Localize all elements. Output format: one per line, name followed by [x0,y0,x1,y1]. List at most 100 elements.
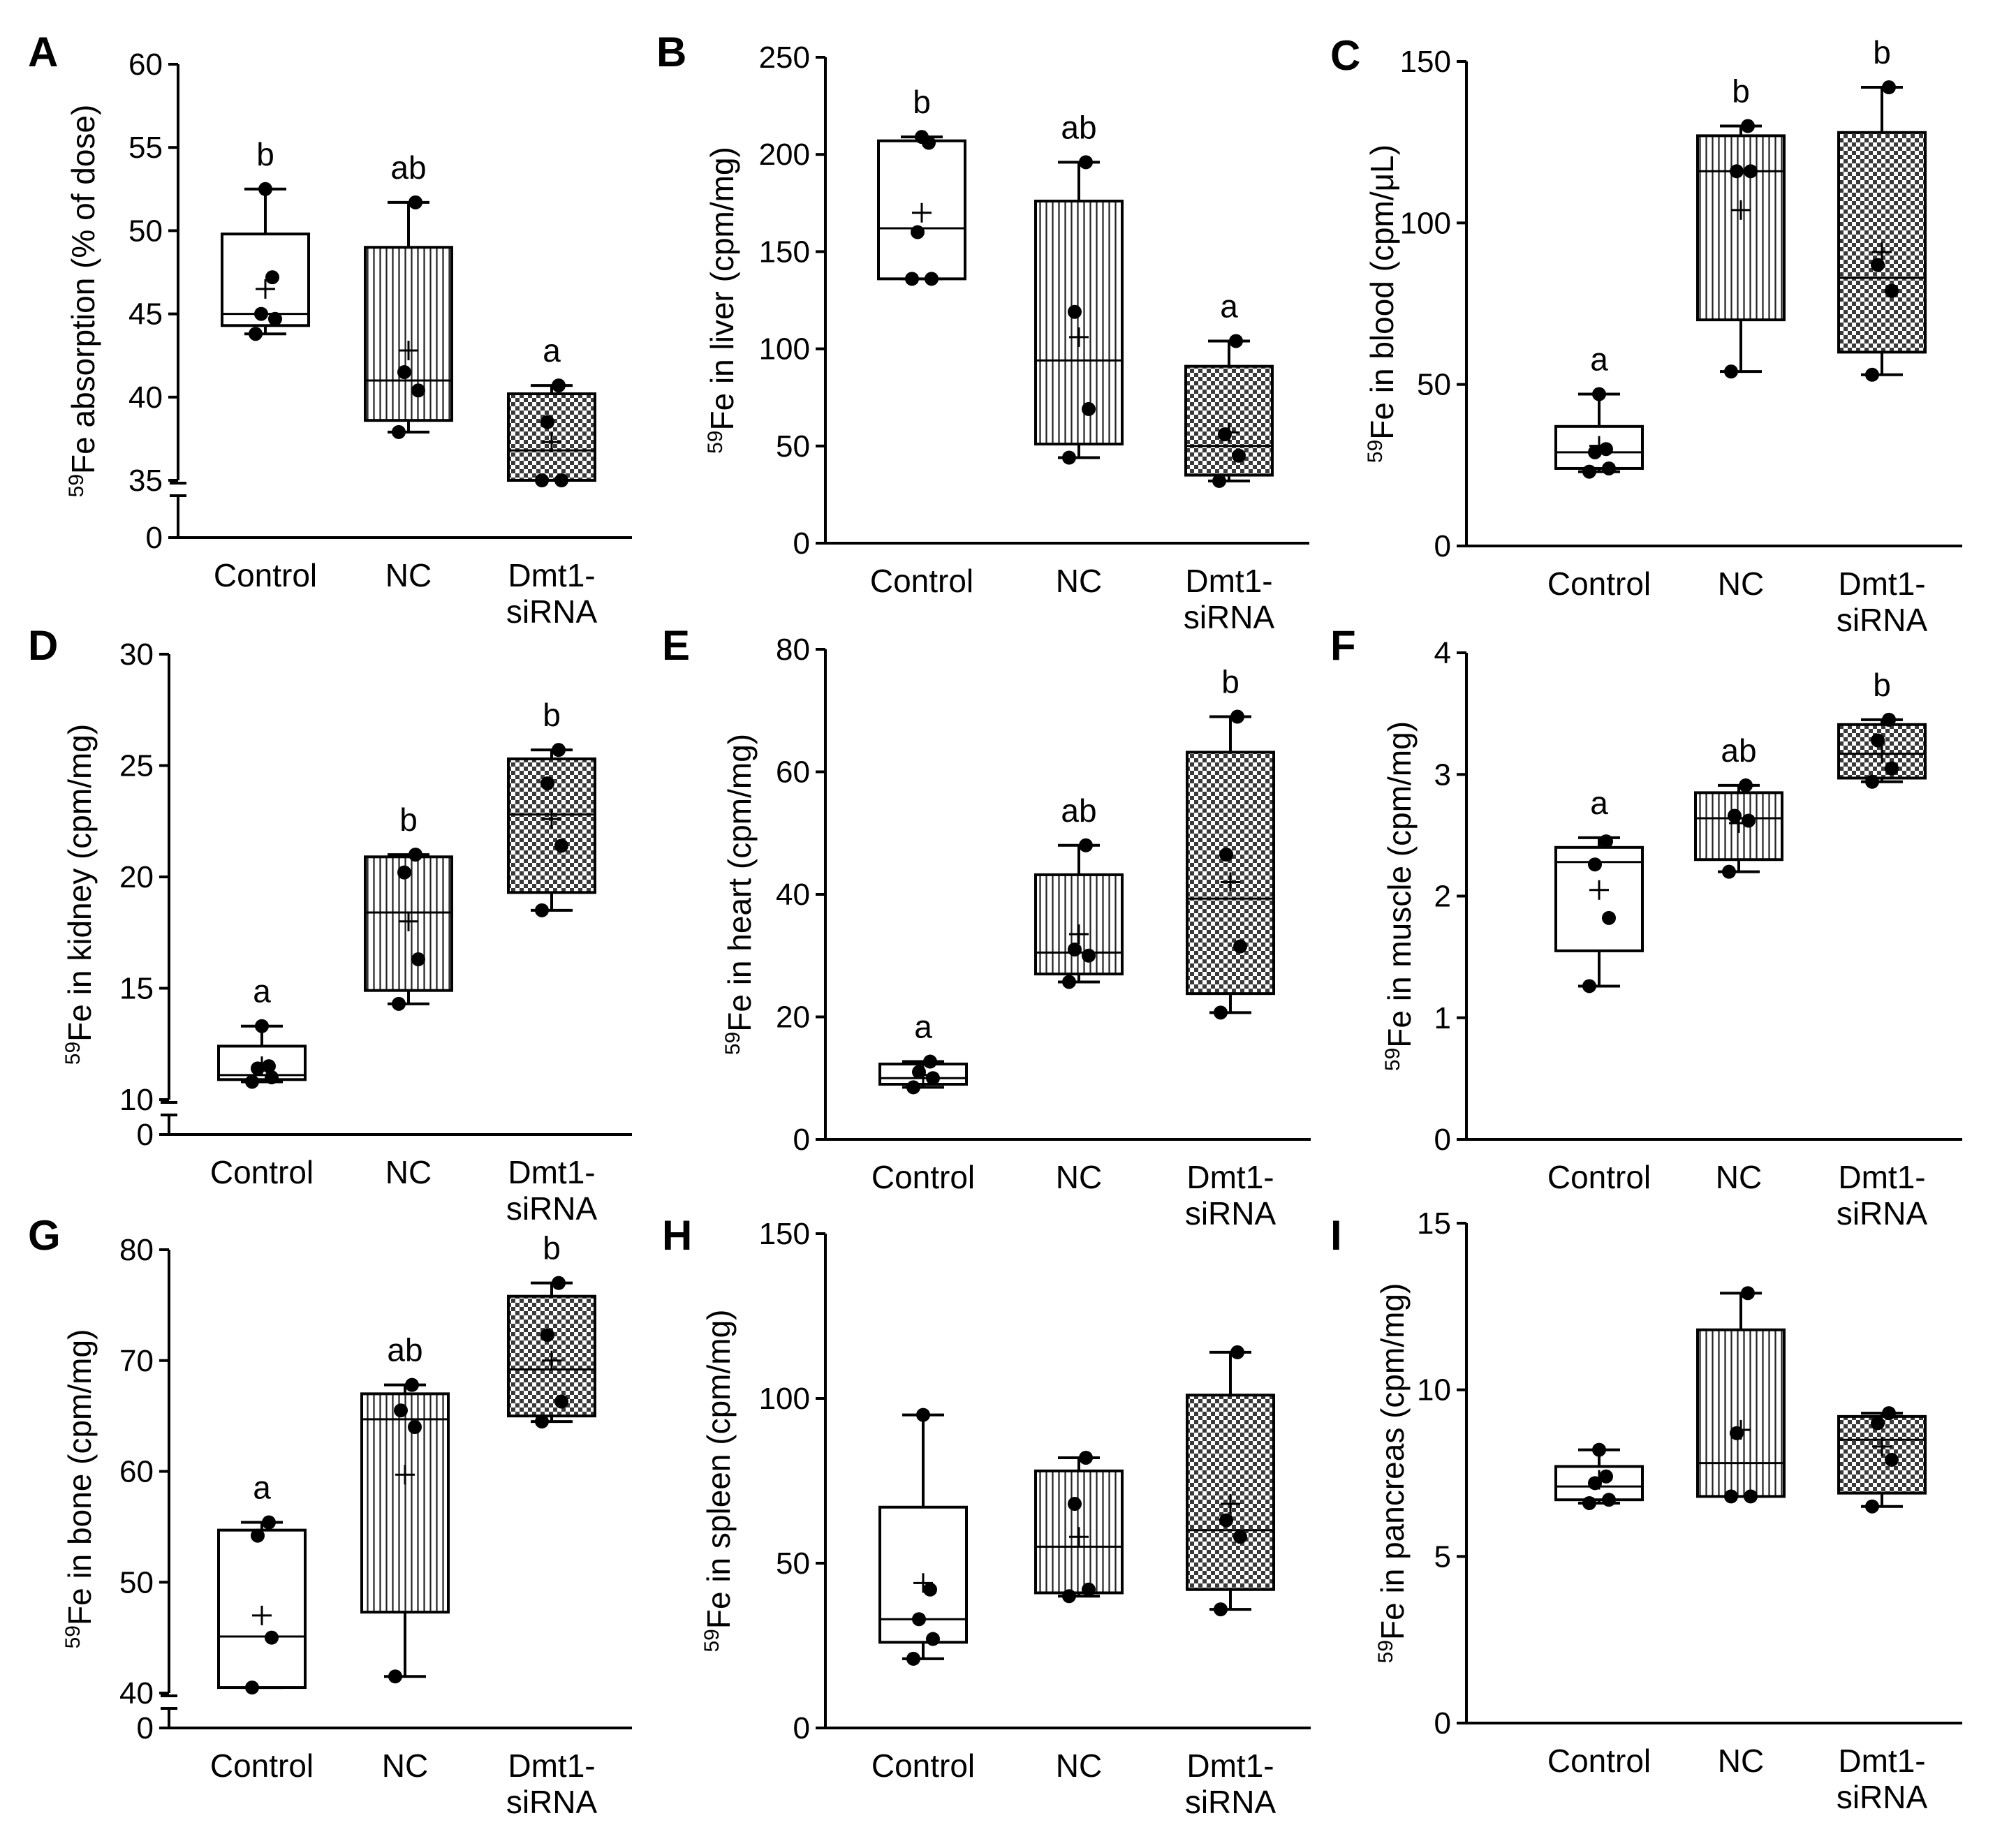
box-iqr [1696,134,1786,322]
data-point [1062,450,1076,465]
panel-letter: H [662,1212,692,1259]
x-category-label-line2: siRNA [1185,1195,1276,1232]
significance-letter: a [253,973,271,1010]
data-point [258,182,272,196]
data-point [394,1403,408,1418]
x-category-label-line2: siRNA [506,593,598,630]
data-point [1882,1406,1896,1421]
significance-letter: b [543,1230,561,1266]
box-group-control: b [877,84,966,286]
panel-f: F 4 3 2 1 0 59Fe in muscle (cpm/mg) Control NC Dm… [1330,622,1962,1232]
y-tick-label: 10 [1417,1373,1451,1407]
y-axis-label: 59Fe in spleen (cpm/mg) [700,1310,737,1653]
data-point [1062,975,1076,989]
y-axis-label-isotope: 59 [61,1625,84,1648]
x-category-label-line2: siRNA [1185,1784,1276,1820]
data-point [1582,1495,1596,1510]
data-point [905,272,919,286]
box-group-dmt1-sirna [1186,1345,1275,1617]
significance-letter: ab [387,1332,422,1368]
x-category-label: Control [1547,566,1651,602]
data-point [1219,847,1233,862]
y-axis-label: 59Fe in muscle (cpm/mg) [1381,721,1418,1071]
y-tick-label: 40 [128,380,163,415]
data-point [554,473,568,487]
x-category-label: Dmt1- [508,557,595,593]
x-category-label: NC [385,1154,432,1190]
data-point [408,1420,422,1434]
data-point [251,1528,265,1543]
y-axis-label: 59Fe in kidney (cpm/mg) [61,724,98,1065]
x-category-label: Control [870,563,973,599]
panel-e: E 80 60 40 20 0 59Fe in heart (cpm/mg) Control N… [662,622,1311,1232]
y-tick-label: 50 [1417,368,1451,402]
data-point [1082,401,1096,416]
box-group-nc: ab [1034,792,1124,989]
data-point [1233,1530,1247,1544]
data-point [554,1394,568,1409]
y-tick-label: 0 [146,521,163,555]
box-iqr [1034,873,1124,976]
x-category-label: NC [385,557,432,593]
data-point [1082,948,1096,963]
y-tick-label: 100 [1400,206,1451,240]
y-axis-label-isotope: 59 [721,1032,744,1055]
significance-letter: b [399,801,418,838]
data-point [255,1019,269,1033]
panel-letter: A [28,29,58,75]
data-point [1741,1286,1755,1301]
box-group-dmt1-sirna: a [507,332,596,487]
y-tick-label: 150 [759,1217,810,1251]
y-axis-label-text: Fe in pancreas (cpm/mg) [1374,1283,1411,1640]
data-point [1722,864,1736,879]
box-group-dmt1-sirna: b [1837,667,1927,789]
y-tick-label: 15 [1417,1206,1451,1241]
x-category-label: NC [1716,1159,1762,1195]
data-point [1865,1499,1879,1514]
x-category-label: Dmt1- [508,1748,595,1784]
data-point [911,225,925,239]
box-iqr [360,1392,450,1614]
data-point [1068,1497,1082,1512]
y-axis-label: 59Fe in liver (cpm/mg) [704,147,741,454]
y-tick-label: 20 [119,860,154,894]
y-tick-label: 55 [128,131,163,165]
significance-letter: a [1590,341,1608,378]
x-category-label: Control [871,1748,975,1784]
x-category-label: Control [210,1748,314,1784]
box-group-dmt1-sirna: b [1186,664,1275,1020]
y-axis-label-text: Fe in heart (cpm/mg) [721,734,758,1032]
data-point [409,195,422,209]
significance-letter: b [1873,667,1891,703]
significance-letter: a [543,332,561,369]
data-point [926,1071,940,1086]
box-iqr [1034,200,1124,446]
box-group-nc: ab [360,1332,450,1684]
data-point [1885,283,1899,298]
data-point [1229,334,1243,348]
y-axis-label-text: Fe in bone (cpm/mg) [61,1329,98,1625]
y-axis-label-text: Fe in kidney (cpm/mg) [61,724,98,1042]
box-group-control: b [221,136,310,341]
box-group-nc: b [1696,73,1786,379]
y-tick-label: 4 [1434,636,1451,670]
data-point [1724,1489,1738,1504]
data-point [411,952,425,967]
data-point [1865,774,1879,789]
x-category-label: NC [1056,1748,1102,1784]
data-point [552,1276,566,1290]
y-tick-label: 50 [776,429,810,464]
data-point [268,311,282,326]
y-axis-label: 59Fe in blood (cpm/μL) [1364,145,1401,463]
data-point [552,378,566,393]
x-category-label-line2: siRNA [1837,1779,1928,1815]
data-point [1742,813,1756,828]
box-group-control: a [878,1009,968,1095]
y-tick-label: 60 [128,47,163,82]
x-category-label: Dmt1- [1186,1159,1274,1195]
box-group-dmt1-sirna: a [1184,288,1274,488]
data-point [262,1515,276,1530]
x-category-label: Control [214,557,317,593]
y-tick-label: 200 [759,138,810,172]
data-point [540,776,554,791]
